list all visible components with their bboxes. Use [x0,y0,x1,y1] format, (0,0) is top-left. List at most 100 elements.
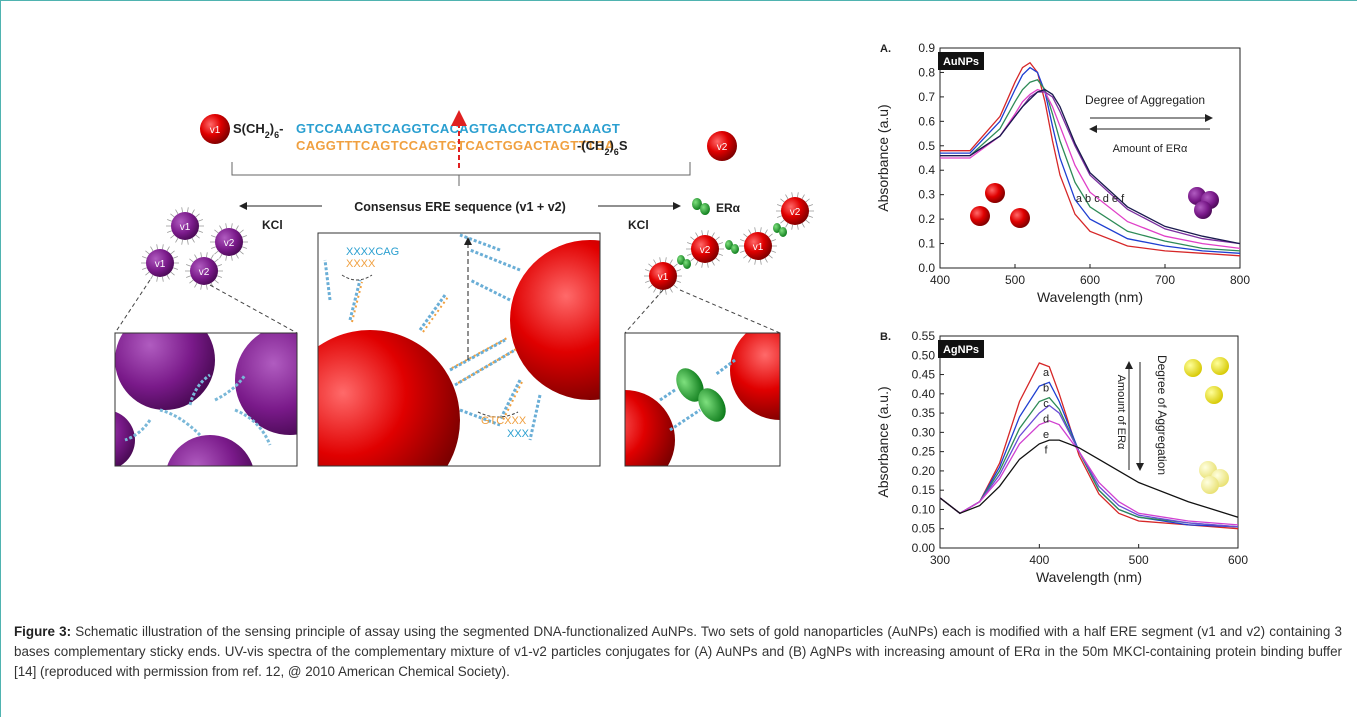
series-line [940,88,1241,250]
particle-label: v2 [199,267,210,278]
y-tick-label: 0.1 [918,237,935,251]
x-axis-label: Wavelength (nm) [1037,289,1143,305]
linker-part: - [279,121,283,136]
bracket [477,411,519,418]
x-tick-label: 400 [930,273,950,287]
series-line [940,88,1241,245]
particle-label: v1 [658,272,669,283]
protein [683,259,691,269]
ligand [776,192,814,230]
particle-icon [1194,201,1212,219]
annotation: Amount of ERα [1115,375,1127,450]
particle-label: v2 [790,207,801,218]
zoom-box [317,232,601,467]
end-label: XXX [507,428,530,440]
particle-label: v2 [717,142,728,153]
y-tick-label: 0.35 [912,406,936,420]
end-label: XXXXCAG [346,246,399,258]
end-label: GTCXXX [481,415,527,427]
figure: v1 S(CH2)6- GTCCAAAGTCAGGTCACAGTGACCTGAT… [114,41,1250,585]
particle [146,249,174,277]
zoom-box [114,332,298,467]
y-tick-label: 0.05 [912,522,936,536]
y-tick-label: 0.9 [918,41,935,55]
er-label: ERα [716,201,741,215]
annotation: Amount of ERα [1113,143,1188,155]
particle-icon [970,206,990,226]
y-tick-label: 0.50 [912,348,936,362]
ligand [185,252,223,290]
particle-icon [1184,359,1202,377]
tag-box [938,52,984,70]
y-tick-label: 0.20 [912,464,936,478]
x-tick-label: 500 [1129,553,1149,567]
bracket [231,162,691,186]
curve-label: d [1043,414,1049,426]
y-axis-label: Absorbance (a.u) [875,104,891,211]
protein [692,198,702,210]
y-tick-label: 0.45 [912,368,936,382]
particle [200,114,230,144]
particle [781,197,809,225]
linker-part: 2 [265,130,270,140]
y-tick-label: 0.8 [918,65,935,79]
linker: -(CH2)6S [577,138,628,157]
particle [707,131,737,161]
y-tick-label: 0.30 [912,425,936,439]
caption: Figure 3: Schematic illustration of the … [14,622,1342,682]
y-tick-label: 0.10 [912,502,936,516]
tag-box [938,340,984,358]
annotation: a b c d e f [1076,193,1125,205]
particle-label: v1 [180,222,191,233]
linker-part: ) [270,121,274,136]
y-tick-label: 0.4 [918,163,935,177]
series-line [939,381,1239,528]
particle-icon [985,183,1005,203]
y-axis-label: Absorbance (a.u.) [875,386,891,497]
protein [779,227,787,237]
particle [171,212,199,240]
series-line [939,396,1239,528]
curve-label: f [1044,445,1048,457]
series-line [939,420,1239,526]
linker-part: S(CH [233,121,265,136]
caption-text: Schematic illustration of the sensing pr… [14,624,1343,679]
y-tick-label: 0.0 [918,261,935,275]
series-line [940,79,1241,252]
particle-label: v2 [224,238,235,249]
ligand [739,227,777,265]
y-tick-label: 0.15 [912,483,936,497]
y-tick-label: 0.6 [918,114,935,128]
plot-frame [939,335,1239,549]
curve-label: c [1043,398,1049,410]
zoom-line [624,289,781,334]
x-tick-label: 700 [1155,273,1175,287]
protein [731,244,739,254]
caption-label: Figure 3: [14,624,72,639]
x-tick-label: 500 [1005,273,1025,287]
y-tick-label: 0.25 [912,445,936,459]
plot-frame [939,47,1241,269]
zoom-middle [318,233,600,466]
particle [691,235,719,263]
y-tick-label: 0.7 [918,90,935,104]
kcl-label: KCl [262,218,283,232]
panel-label: A. [880,43,891,55]
linker-part: ) [609,138,613,153]
ligand [644,257,682,295]
y-tick-label: 0.2 [918,212,935,226]
y-tick-label: 0.00 [912,541,936,555]
zoom-line [114,279,298,334]
linker: S(CH2)6- [233,121,284,140]
kcl-label: KCl [628,218,649,232]
series-line [940,61,1241,257]
zoom-left [115,333,297,466]
ligand [210,223,248,261]
end-label: XXXX [346,258,376,270]
linker-part: 6 [614,147,619,157]
particle [190,257,218,285]
particle-icon [1211,357,1229,375]
series-line [940,66,1241,254]
aggregate-right: v1 v2 v1 v2 [644,192,814,295]
